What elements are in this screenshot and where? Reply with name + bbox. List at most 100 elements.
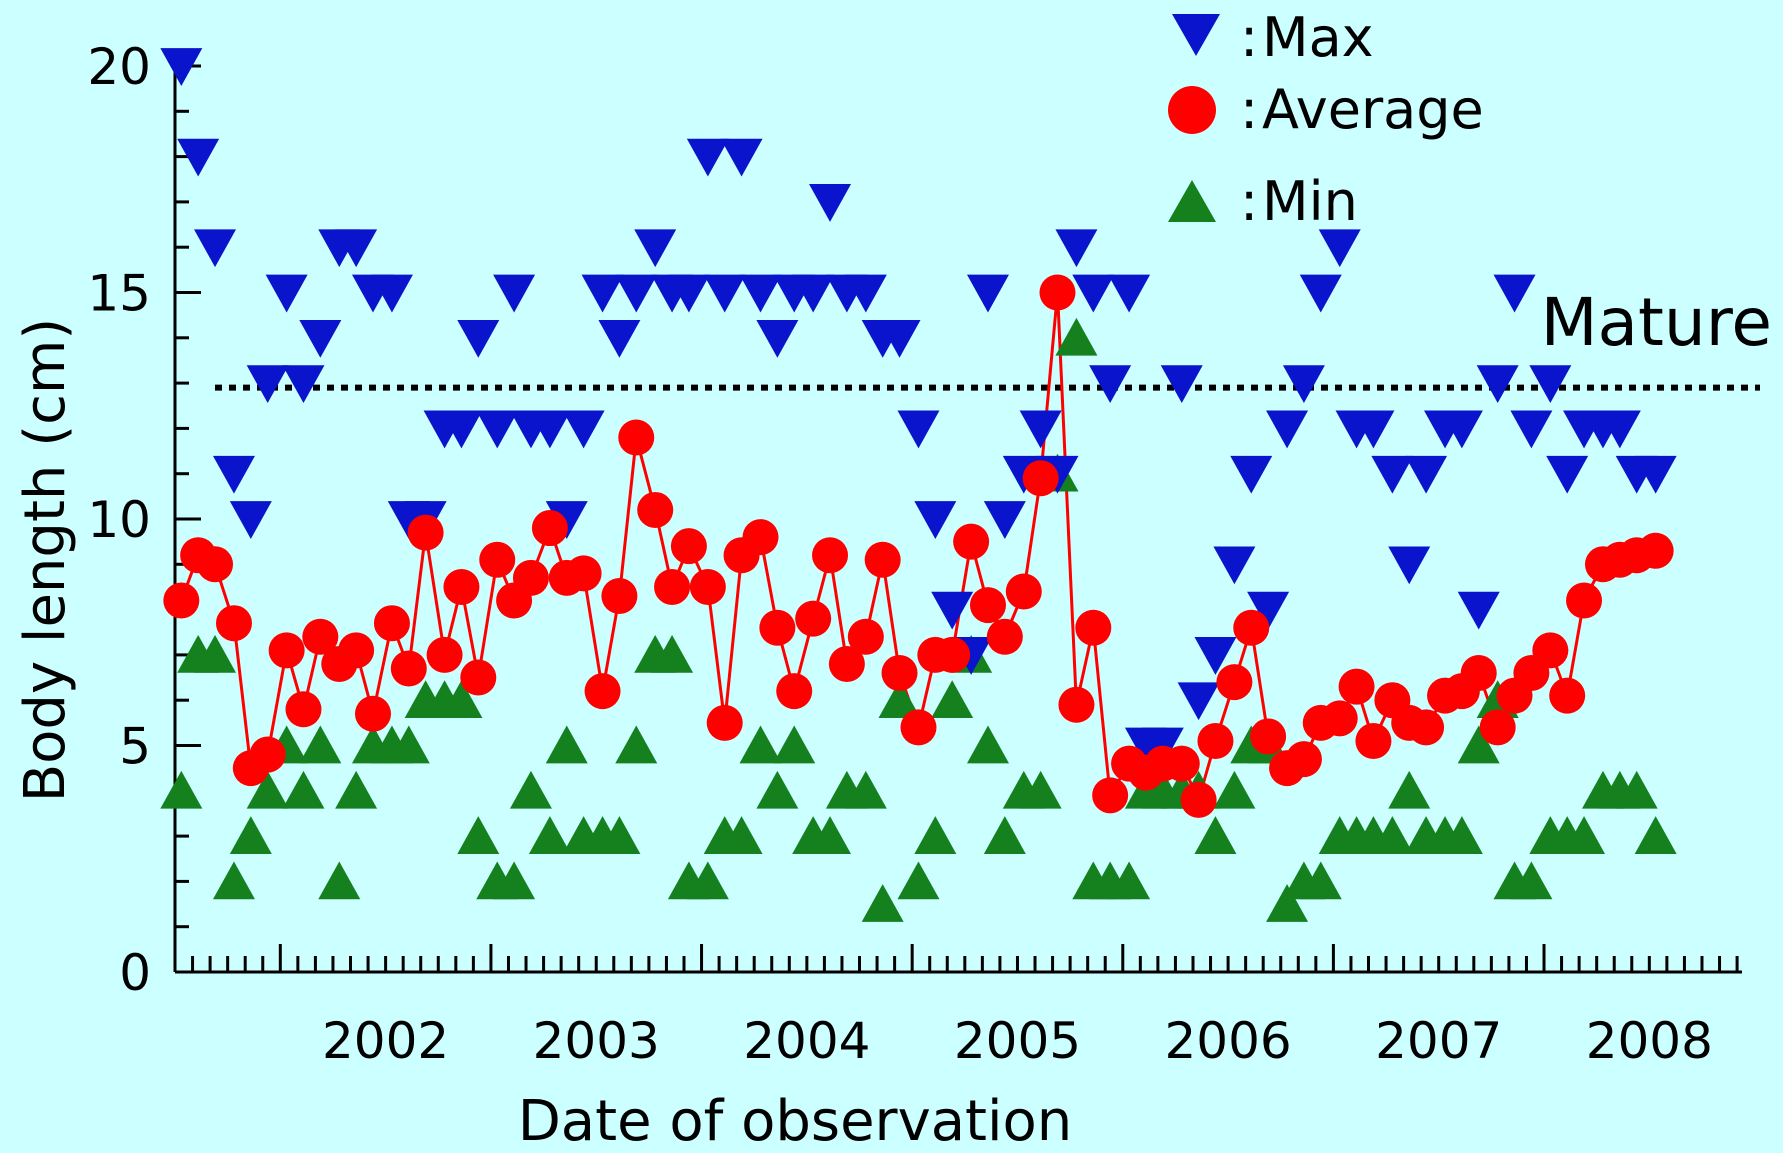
max-point (1405, 455, 1448, 494)
max-point (1598, 410, 1641, 449)
max-point (1055, 229, 1098, 268)
max-point (931, 591, 974, 630)
average-point (953, 523, 990, 560)
min-point (528, 816, 571, 854)
min-point (878, 680, 921, 719)
max-point (1108, 274, 1151, 313)
min-point (299, 725, 342, 764)
average-point (1460, 655, 1497, 692)
min-point (509, 770, 552, 809)
x-tick-label: 2004 (743, 1012, 870, 1070)
max-point (1213, 546, 1256, 585)
min-point (194, 634, 237, 673)
average-point (338, 632, 375, 669)
average-point (689, 568, 726, 605)
max-point (1072, 274, 1115, 313)
average-point (1566, 582, 1603, 619)
average-point (285, 691, 322, 728)
average-point (163, 582, 200, 619)
min-point (229, 816, 272, 854)
max-point (1247, 591, 1290, 630)
x-tick-label: 2005 (954, 1012, 1081, 1070)
max-point (1266, 410, 1309, 449)
max-point (878, 319, 921, 358)
average-point (864, 541, 901, 578)
average-point (1092, 777, 1129, 814)
min-point (1019, 770, 1062, 809)
average-point (1637, 532, 1674, 569)
min-point (1299, 861, 1342, 900)
average-point (302, 618, 339, 655)
max-point (1371, 455, 1414, 494)
max-point (1510, 410, 1553, 449)
average-point (1163, 745, 1200, 782)
average-point (426, 636, 463, 673)
max-point (335, 229, 378, 268)
max-point (282, 365, 325, 404)
legend-average-text: Average (1262, 78, 1484, 141)
max-point (1177, 682, 1220, 721)
min-point (212, 861, 255, 900)
mature-label: Mature (1541, 284, 1772, 361)
data-marks (160, 48, 1677, 922)
average-point (460, 659, 497, 696)
min-point (651, 634, 694, 673)
min-point (545, 725, 588, 764)
max-point (246, 365, 289, 404)
max-point (686, 138, 729, 177)
legend-min-colon: : (1240, 170, 1258, 233)
average-point (847, 618, 884, 655)
min-point (246, 770, 289, 809)
min-point (983, 816, 1026, 854)
average-point (1355, 722, 1392, 759)
min-point (686, 861, 729, 900)
average-point (565, 555, 602, 592)
legend-max-label: : (1240, 6, 1258, 69)
average-point (759, 609, 796, 646)
max-point (545, 501, 588, 539)
max-point (528, 410, 571, 449)
max-point (160, 48, 203, 86)
average-point (531, 510, 568, 547)
average-point (934, 636, 971, 673)
min-point (1194, 816, 1237, 854)
min-point (931, 680, 974, 719)
max-point (897, 410, 940, 449)
average-point (618, 419, 655, 456)
min-point (966, 725, 1009, 764)
average-point (1549, 677, 1586, 714)
legend-max-text: Max (1262, 6, 1374, 69)
min-point (1563, 816, 1606, 854)
max-point (562, 410, 605, 449)
average-point (1197, 722, 1234, 759)
max-point (194, 229, 237, 268)
average-point (197, 546, 234, 583)
y-tick-label: 10 (87, 491, 151, 549)
min-point (160, 770, 203, 809)
max-point (703, 274, 746, 313)
average-point (268, 632, 305, 669)
min-point (457, 816, 500, 854)
max-point (493, 274, 536, 313)
average-point (1039, 274, 1076, 311)
max-point (1019, 410, 1062, 449)
max-point (1493, 274, 1536, 313)
average-point (1321, 700, 1358, 737)
min-point (1371, 816, 1414, 854)
max-point (1529, 365, 1572, 404)
average-point (601, 578, 638, 615)
average-point (1058, 686, 1095, 723)
max-point (983, 501, 1026, 539)
average-point (637, 491, 674, 528)
min-point (1510, 861, 1553, 900)
max-point (844, 274, 887, 313)
min-point (1213, 770, 1256, 809)
average-point (1233, 609, 1270, 646)
max-point (1230, 455, 1273, 494)
min-point (773, 725, 816, 764)
max-point (212, 455, 255, 494)
x-tick-label: 2006 (1164, 1012, 1291, 1070)
average-point (249, 736, 286, 773)
average-point (706, 704, 743, 741)
